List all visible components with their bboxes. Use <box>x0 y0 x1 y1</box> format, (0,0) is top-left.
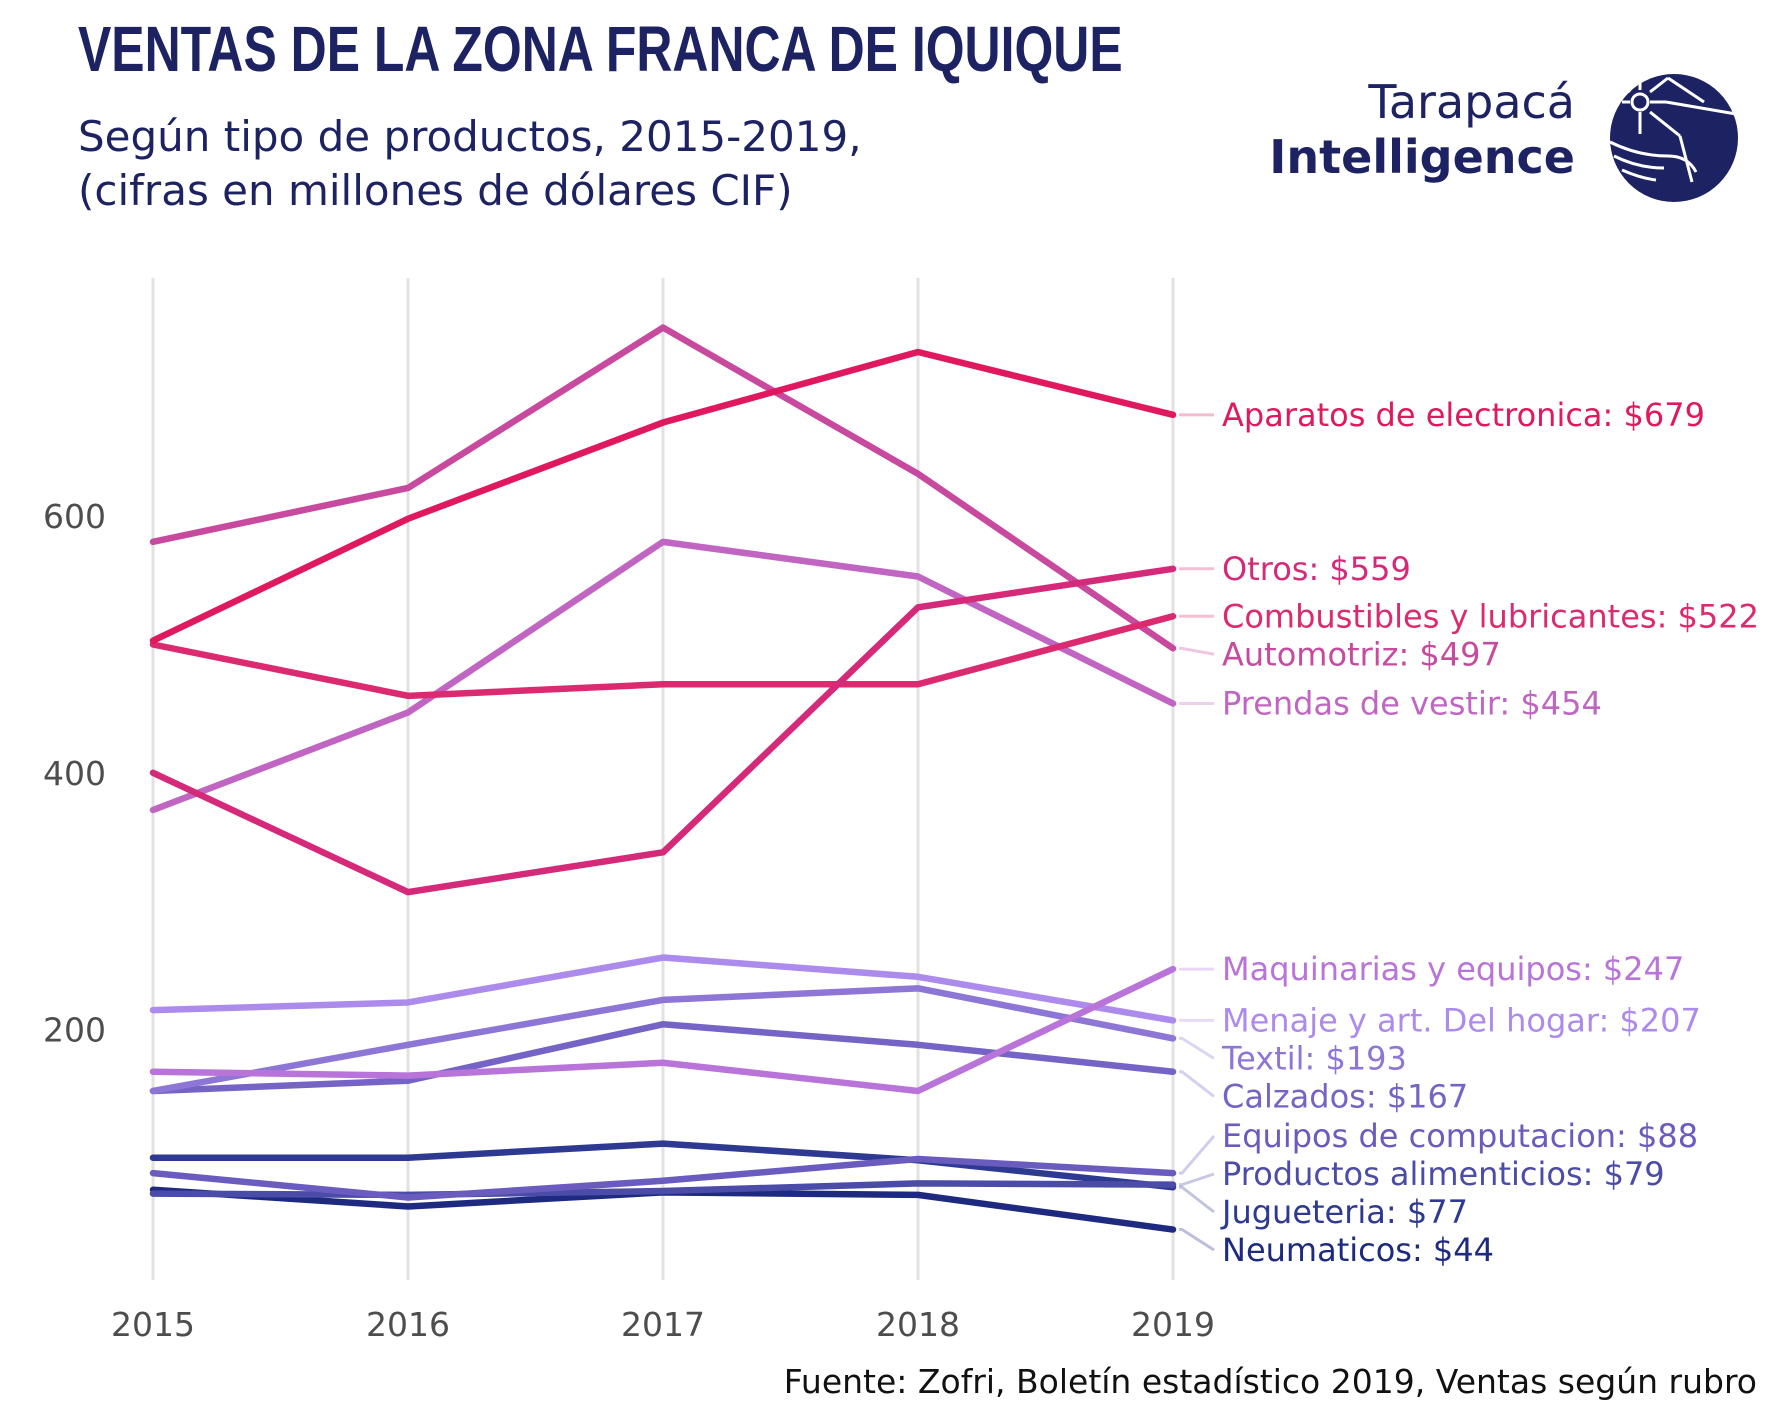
label-leader-lines <box>1179 413 1216 1252</box>
series-label: Aparatos de electronica: $679 <box>1222 396 1705 434</box>
series-label: Neumaticos: $44 <box>1222 1231 1494 1269</box>
series-line <box>149 954 1177 1024</box>
logo-line-1: Tarapacá <box>1368 75 1575 129</box>
series-label: Maquinarias y equipos: $247 <box>1222 950 1684 988</box>
series-label: Prendas de vestir: $454 <box>1222 685 1602 723</box>
x-tick-label: 2017 <box>621 1305 705 1344</box>
logo-wordmark: Tarapacá Intelligence <box>1269 74 1575 184</box>
chart-subtitle: Según tipo de productos, 2015-2019, (cif… <box>78 110 862 218</box>
series-line <box>149 324 1177 652</box>
series-line <box>149 565 1177 896</box>
logo-line-2: Intelligence <box>1269 130 1575 184</box>
series-label: Automotriz: $497 <box>1222 635 1501 673</box>
series-label: Jugueteria: $77 <box>1220 1193 1468 1231</box>
x-tick-label: 2019 <box>1131 1305 1215 1344</box>
chart-title: VENTAS DE LA ZONA FRANCA DE IQUIQUE <box>78 13 1123 85</box>
y-tick-label: 400 <box>43 754 106 793</box>
x-axis-ticks: 2015 2016 2017 2018 2019 <box>111 1305 1215 1344</box>
label-leader-line <box>1179 1228 1215 1252</box>
series-line <box>149 348 1177 644</box>
source-note: Fuente: Zofri, Boletín estadístico 2019,… <box>783 1362 1757 1401</box>
series-line <box>149 965 1177 1095</box>
label-leader-line <box>1179 1070 1215 1098</box>
series-lines <box>149 324 1177 1233</box>
series-labels: Aparatos de electronica: $679 Otros: $559… <box>1220 396 1759 1269</box>
series-label: Textil: $193 <box>1221 1039 1407 1077</box>
label-leader-line <box>1179 1172 1215 1187</box>
label-leader-line <box>1179 1185 1215 1214</box>
series-label: Calzados: $167 <box>1222 1077 1468 1115</box>
subtitle-line-1: Según tipo de productos, 2015-2019, <box>78 112 862 161</box>
series-label: Combustibles y lubricantes: $522 <box>1222 597 1759 635</box>
series-line <box>149 1180 1177 1199</box>
y-axis-ticks: 200 400 600 <box>43 497 106 1049</box>
series-line <box>149 613 1177 700</box>
y-tick-label: 200 <box>43 1010 106 1049</box>
label-leader-line <box>1179 646 1215 656</box>
x-tick-label: 2016 <box>366 1305 450 1344</box>
x-tick-label: 2018 <box>876 1305 960 1344</box>
label-leader-line <box>1179 1135 1216 1175</box>
series-line <box>149 1140 1177 1191</box>
series-line <box>149 1155 1177 1201</box>
tarapaca-logo-icon <box>1609 74 1738 202</box>
subtitle-line-2: (cifras en millones de dólares CIF) <box>78 166 793 215</box>
series-line <box>149 985 1177 1095</box>
series-label: Otros: $559 <box>1222 550 1411 588</box>
label-leader-line <box>1179 1036 1215 1060</box>
grid-lines <box>151 278 1175 1280</box>
series-line <box>149 538 1177 814</box>
series-label: Equipos de computacion: $88 <box>1222 1117 1698 1155</box>
x-tick-label: 2015 <box>111 1305 195 1344</box>
y-tick-label: 600 <box>43 497 106 536</box>
series-label: Menaje y art. Del hogar: $207 <box>1222 1001 1701 1039</box>
series-label: Productos alimenticios: $79 <box>1222 1155 1665 1193</box>
